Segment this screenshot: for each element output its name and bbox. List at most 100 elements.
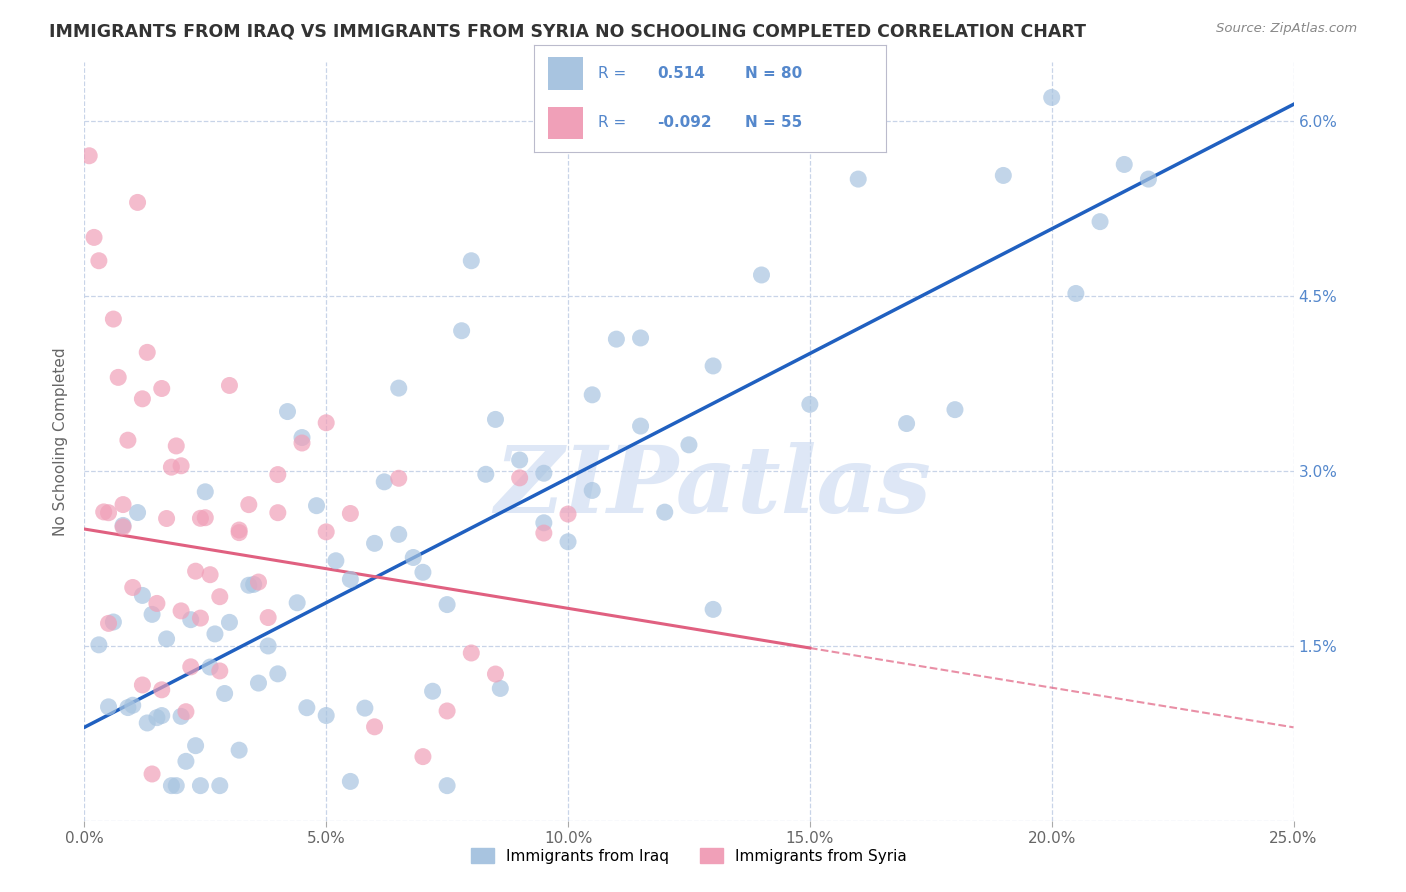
Point [184,739,207,753]
Point [190,779,212,793]
Point [412,566,434,580]
Point [285,596,308,610]
Text: N = 55: N = 55 [745,115,803,130]
Point [146,711,169,725]
Point [160,779,183,793]
Point [605,332,627,346]
Point [436,704,458,718]
Point [150,682,173,697]
Point [107,370,129,384]
Point [388,381,411,395]
Point [475,467,498,482]
Point [943,402,966,417]
Point [702,359,724,373]
Point [97,699,120,714]
Point [150,382,173,396]
Point [388,471,411,485]
FancyBboxPatch shape [548,107,583,139]
Point [214,686,236,700]
Point [1137,172,1160,186]
Point [295,700,318,714]
Text: ZIPatlas: ZIPatlas [495,442,932,532]
Point [896,417,918,431]
Point [131,589,153,603]
Point [363,720,385,734]
Point [354,701,377,715]
Point [121,581,143,595]
Point [630,419,652,434]
Point [993,169,1015,183]
Point [489,681,512,696]
Point [557,534,579,549]
Point [315,708,337,723]
Point [170,604,193,618]
Point [291,436,314,450]
Point [194,510,217,524]
Point [112,520,135,534]
Text: R =: R = [598,66,626,81]
Point [276,404,298,418]
Point [190,611,212,625]
Point [678,438,700,452]
Point [117,433,139,447]
Point [509,453,531,467]
Point [751,268,773,282]
Point [174,755,197,769]
Point [165,439,187,453]
Point [170,458,193,473]
Point [450,324,472,338]
Point [127,195,149,210]
Point [533,526,555,541]
Point [402,550,425,565]
Point [180,613,202,627]
Point [121,698,143,713]
Point [141,767,163,781]
Point [103,312,125,326]
Y-axis label: No Schooling Completed: No Schooling Completed [53,347,69,536]
Point [218,615,240,630]
Point [305,499,328,513]
Point [339,774,361,789]
Point [87,253,110,268]
Point [422,684,444,698]
Point [242,577,264,591]
Point [1088,214,1111,228]
Point [136,715,159,730]
Point [630,331,652,345]
Point [388,527,411,541]
Point [702,602,724,616]
Text: R =: R = [598,115,626,130]
Point [228,743,250,757]
Point [150,708,173,723]
Point [136,345,159,359]
Point [533,516,555,530]
Point [228,525,250,540]
Text: 0.514: 0.514 [657,66,706,81]
Point [1064,286,1087,301]
Point [484,667,506,681]
Point [141,607,163,622]
Point [436,598,458,612]
Legend: Immigrants from Iraq, Immigrants from Syria: Immigrants from Iraq, Immigrants from Sy… [465,842,912,870]
Text: -0.092: -0.092 [657,115,711,130]
Point [267,666,290,681]
Point [484,412,506,426]
Text: IMMIGRANTS FROM IRAQ VS IMMIGRANTS FROM SYRIA NO SCHOOLING COMPLETED CORRELATION: IMMIGRANTS FROM IRAQ VS IMMIGRANTS FROM … [49,22,1087,40]
Point [190,511,212,525]
Text: Source: ZipAtlas.com: Source: ZipAtlas.com [1216,22,1357,36]
Point [194,484,217,499]
Point [363,536,385,550]
Point [257,639,280,653]
Point [267,467,290,482]
Point [208,590,231,604]
Point [131,678,153,692]
Point [581,388,603,402]
Point [93,505,115,519]
Point [218,378,240,392]
Point [238,498,260,512]
Point [198,567,221,582]
Point [198,660,221,674]
Text: N = 80: N = 80 [745,66,803,81]
Point [97,506,120,520]
Point [846,172,869,186]
